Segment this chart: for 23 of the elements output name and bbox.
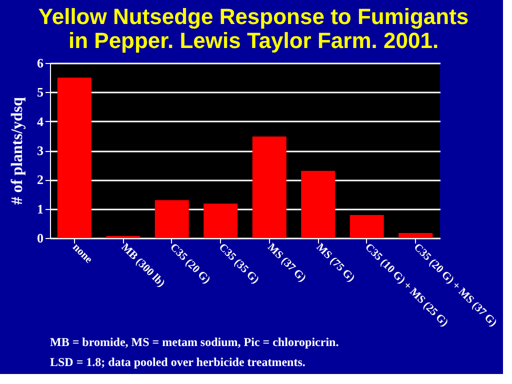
x-tick-label: MS (75 G) bbox=[314, 241, 358, 285]
bar bbox=[350, 214, 384, 238]
y-tick-label: 1 bbox=[37, 201, 44, 216]
text: LSD = 1.8; data pooled over herbicide treatments. bbox=[50, 355, 306, 369]
bar bbox=[398, 233, 433, 238]
x-tick-label: C35 (20 G) bbox=[168, 241, 213, 286]
bar bbox=[204, 204, 238, 238]
y-tick-label: 0 bbox=[37, 230, 44, 246]
bar bbox=[57, 78, 92, 238]
bar bbox=[252, 136, 286, 238]
y-tick-label: 2 bbox=[37, 172, 44, 188]
y-tick-label: 6 bbox=[37, 56, 44, 70]
x-tick-label: MB (300 lb) bbox=[118, 241, 168, 290]
chart-title: Yellow Nutsedge Response to Fumigants in Pepper. Lewis Taylor Farm. 2001. bbox=[38, 4, 469, 53]
y-tick-label: 5 bbox=[37, 84, 44, 100]
text: MB = bromide, MS = metam sodium, Pic = chloropicrin. bbox=[50, 335, 339, 349]
y-tick-label: 3 bbox=[37, 143, 44, 158]
bar bbox=[154, 200, 189, 238]
x-tick-label: C35 (35 G) bbox=[216, 241, 262, 286]
y-tick-label: 4 bbox=[37, 114, 44, 129]
x-tick-label: MS (37 G) bbox=[265, 241, 308, 285]
y-axis-title: # of plants/ydsq bbox=[9, 97, 26, 205]
bar bbox=[301, 170, 336, 238]
